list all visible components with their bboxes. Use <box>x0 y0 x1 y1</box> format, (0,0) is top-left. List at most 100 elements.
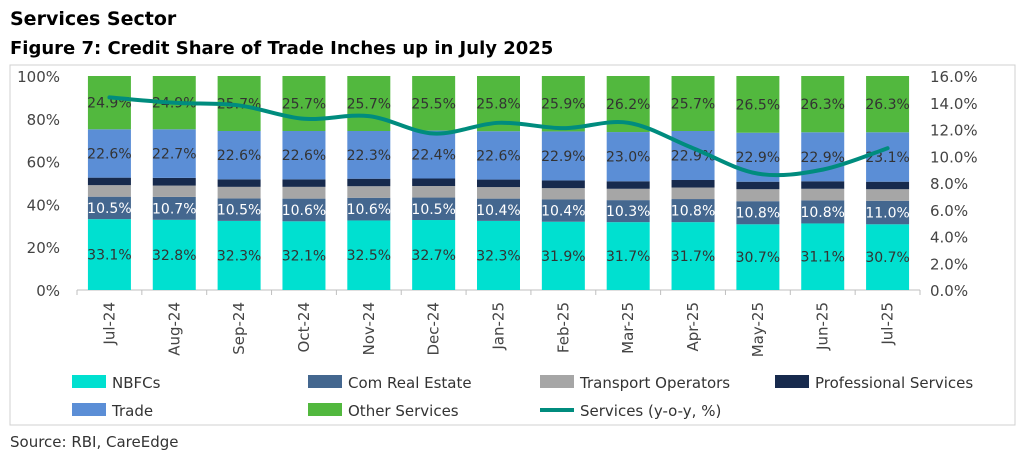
x-tick-label: May-25 <box>749 302 767 357</box>
legend-swatch <box>540 375 574 388</box>
data-label: 26.2% <box>606 97 650 113</box>
legend-label: Services (y-o-y, %) <box>580 402 721 420</box>
bar-segment <box>217 220 261 290</box>
bar-segment <box>217 179 261 187</box>
x-tick-label: Feb-25 <box>554 302 572 353</box>
bar-segment <box>801 200 845 224</box>
bar-segment <box>606 132 650 182</box>
data-label: 10.8% <box>800 205 844 221</box>
bar-segment <box>282 198 326 222</box>
source-note: Source: RBI, CareEdge <box>10 433 179 451</box>
data-label: 32.1% <box>282 249 326 265</box>
services-yoy-line <box>107 95 890 178</box>
data-label: 23.0% <box>606 150 650 166</box>
bar-segment <box>282 179 326 187</box>
data-label: 22.4% <box>411 148 455 164</box>
data-label: 22.7% <box>152 147 196 163</box>
y-tick-label: 60% <box>27 154 60 172</box>
x-tick-label: Jul-25 <box>879 302 897 346</box>
bar-segment <box>736 181 780 190</box>
data-label: 32.3% <box>476 248 520 264</box>
bar-segment <box>152 185 196 197</box>
bar-segment <box>412 76 456 131</box>
bar-segment <box>541 76 585 132</box>
data-label: 22.3% <box>347 148 391 164</box>
bar-segment <box>87 177 131 186</box>
data-label: 10.3% <box>606 204 650 220</box>
data-label: 22.9% <box>800 150 844 166</box>
data-label: 10.8% <box>736 206 780 222</box>
bar-segment <box>217 130 261 180</box>
legend-label: Trade <box>111 402 153 420</box>
data-label: 31.9% <box>541 249 585 265</box>
bar-segment <box>152 219 196 290</box>
legend-swatch <box>72 375 106 388</box>
x-tick-label: Oct-24 <box>295 302 313 352</box>
data-label: 22.6% <box>476 148 520 164</box>
data-label: 22.6% <box>87 146 131 162</box>
y2-tick-label: 14.0% <box>930 95 978 113</box>
bar-segment <box>412 178 456 186</box>
y-tick-label: 100% <box>17 68 60 86</box>
data-label: 10.6% <box>347 202 391 218</box>
bar-segment <box>412 185 456 198</box>
legend-label: Other Services <box>348 402 459 420</box>
bar-segment <box>87 185 131 197</box>
bar-segment <box>282 221 326 290</box>
legend-swatch <box>308 403 342 416</box>
bar-segment <box>736 201 780 225</box>
bar-segment <box>217 186 261 199</box>
bar-segment <box>87 76 131 130</box>
data-label: 26.5% <box>736 97 780 113</box>
bar-segment <box>671 76 715 131</box>
figure-title: Figure 7: Credit Share of Trade Inches u… <box>10 38 554 59</box>
bar-segment <box>866 132 910 182</box>
bar-segment <box>736 76 780 133</box>
bar-segment <box>347 197 391 221</box>
bar-segment <box>87 129 131 178</box>
data-label: 10.4% <box>476 203 520 219</box>
bar-segment <box>671 222 715 290</box>
bar-segment <box>477 198 520 221</box>
data-label: 22.9% <box>541 149 585 165</box>
bar-segment <box>412 130 456 179</box>
bar-segment <box>152 196 196 220</box>
y2-tick-label: 2.0% <box>930 255 968 273</box>
y2-tick-label: 12.0% <box>930 122 978 140</box>
bar-segment <box>347 220 391 290</box>
bar-segment <box>412 220 456 290</box>
bar-segment <box>347 178 391 187</box>
data-label: 25.7% <box>282 96 326 112</box>
data-label: 22.6% <box>217 148 261 164</box>
x-tick-label: Mar-25 <box>619 302 637 354</box>
y-tick-label: 40% <box>27 196 60 214</box>
data-label: 10.5% <box>217 203 261 219</box>
data-label: 32.3% <box>217 248 261 264</box>
data-label: 22.9% <box>736 150 780 166</box>
bar-segment <box>866 200 910 225</box>
data-label: 30.7% <box>865 250 909 266</box>
data-label: 31.1% <box>800 250 844 266</box>
bar-segment <box>477 187 520 199</box>
legend-label: Transport Operators <box>579 374 730 392</box>
y-tick-label: 80% <box>27 111 60 129</box>
legend-swatch <box>72 403 106 416</box>
bar-segment <box>606 188 650 201</box>
bar-segment <box>606 222 650 290</box>
data-label: 10.6% <box>282 203 326 219</box>
bar-segment <box>347 76 391 131</box>
bar-segment <box>671 180 715 188</box>
bar-segment <box>347 186 391 198</box>
y2-tick-label: 16.0% <box>930 68 978 86</box>
bar-segment <box>477 220 520 290</box>
data-label: 10.4% <box>541 204 585 220</box>
data-label: 32.5% <box>347 248 391 264</box>
bar-segment <box>606 181 650 189</box>
legend-label: Professional Services <box>815 374 973 392</box>
data-label: 33.1% <box>87 248 131 264</box>
bar-segment <box>477 131 520 180</box>
bar-segment <box>87 196 131 220</box>
y2-tick-label: 0.0% <box>930 282 968 300</box>
data-label: 26.3% <box>800 97 844 113</box>
